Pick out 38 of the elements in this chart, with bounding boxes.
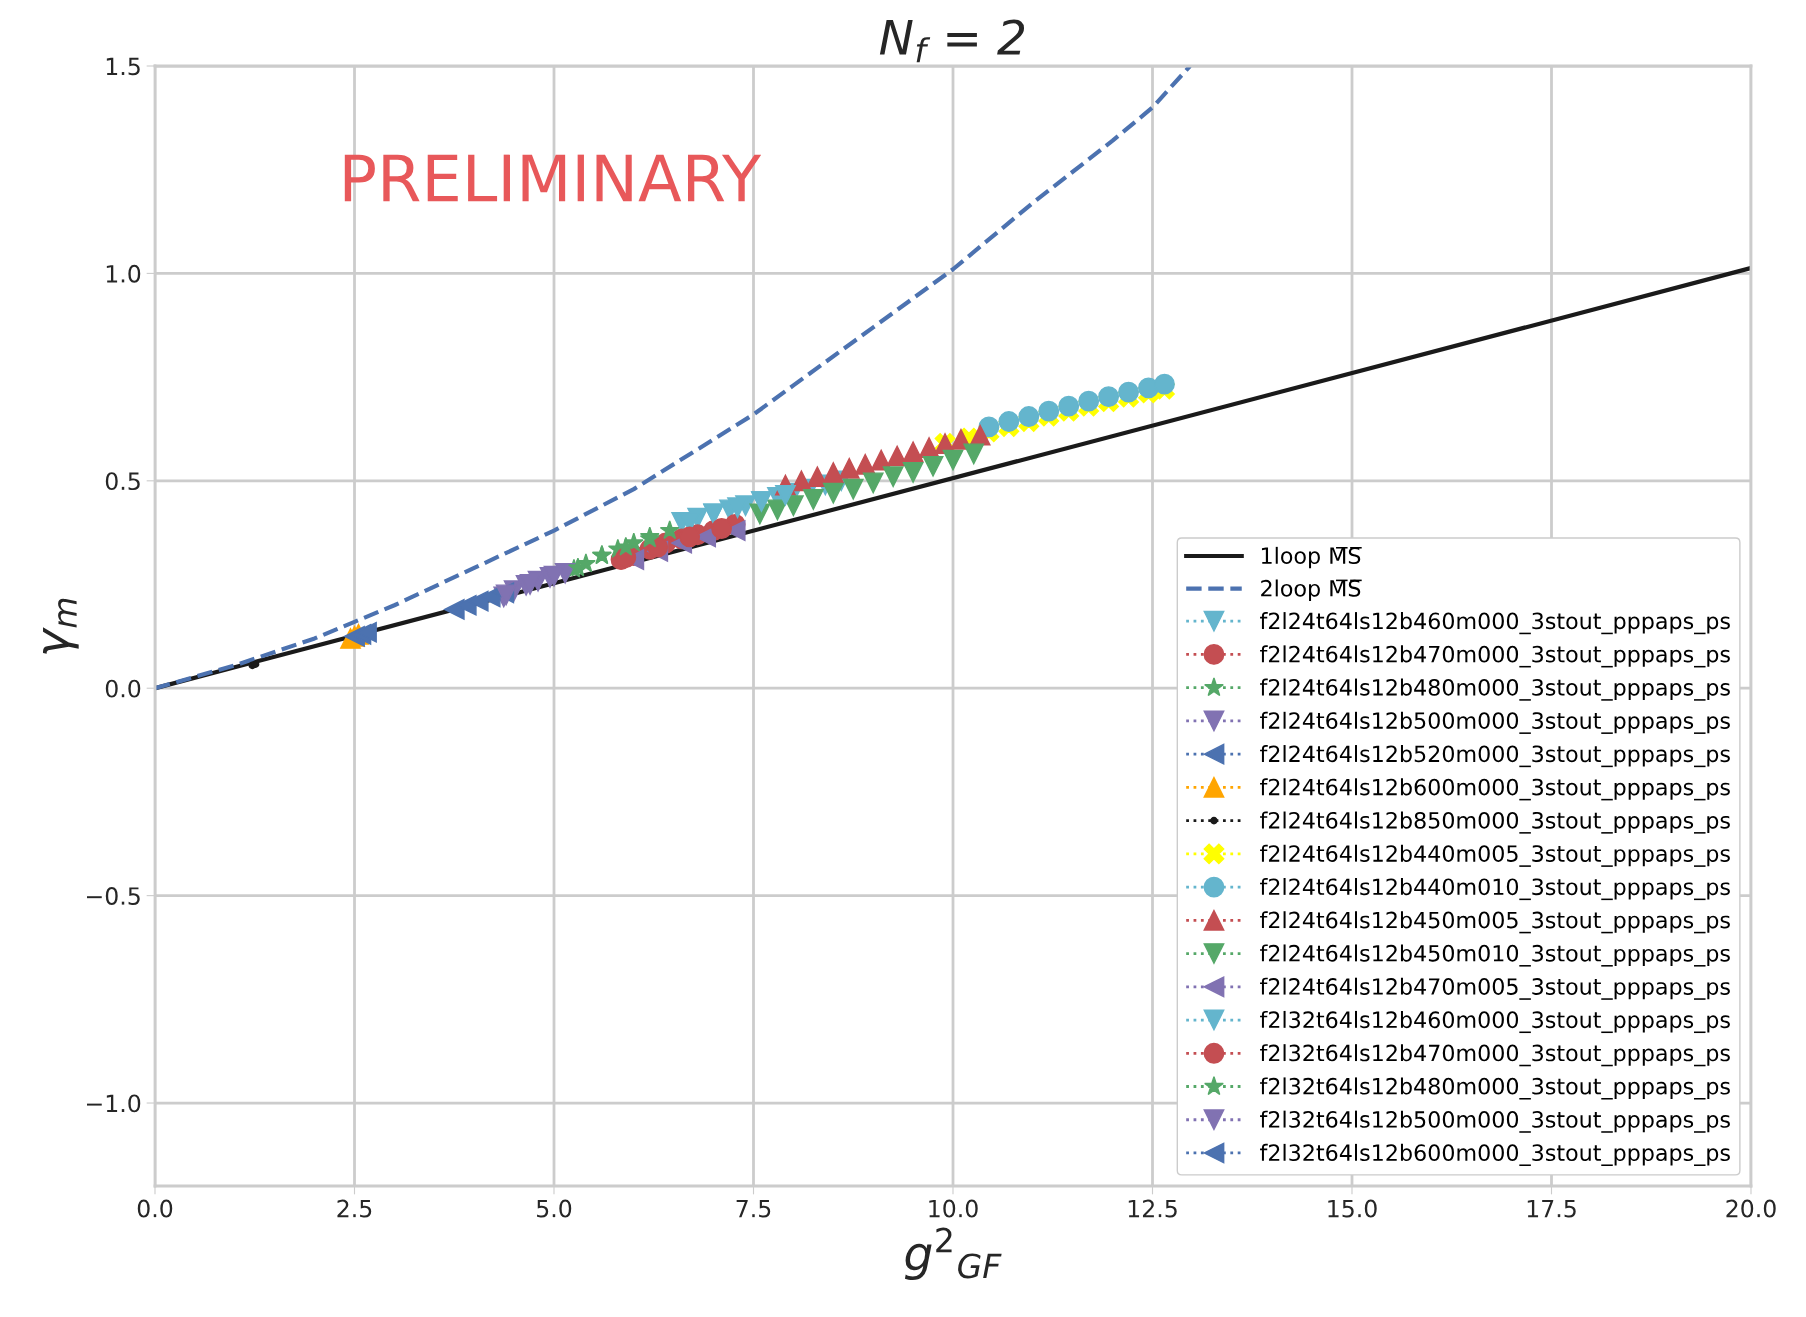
legend-label: f2l24t64ls12b450m005_3stout_pppaps_ps bbox=[1260, 911, 1730, 934]
legend-label: f2l32t64ls12b500m000_3stout_pppaps_ps bbox=[1260, 1110, 1730, 1133]
y-tick-label: 0.5 bbox=[105, 472, 140, 491]
x-tick-label: 15.0 bbox=[1328, 1199, 1377, 1218]
legend-label: f2l24t64ls12b450m010_3stout_pppaps_ps bbox=[1260, 944, 1730, 967]
chart-title: N$_{f}$ = 2 bbox=[879, 19, 1025, 63]
legend-label: f2l24t64ls12b600m000_3stout_pppaps_ps bbox=[1260, 778, 1730, 801]
legend-label: f2l24t64ls12b500m000_3stout_pppaps_ps bbox=[1260, 711, 1730, 734]
y-tick-label: −0.5 bbox=[86, 887, 140, 905]
legend-label: f2l32t64ls12b470m000_3stout_pppaps_ps bbox=[1260, 1044, 1730, 1067]
y-axis-title: γ$_{m}$ bbox=[43, 598, 79, 654]
legend-label: f2l24t64ls12b850m000_3stout_pppaps_ps bbox=[1260, 811, 1730, 834]
x-axis-title: g$^{2}$$_{GF}$ bbox=[904, 1227, 1002, 1281]
y-tick-label: 1.5 bbox=[106, 57, 140, 76]
legend-label: f2l32t64ls12b460m000_3stout_pppaps_ps bbox=[1260, 1010, 1730, 1034]
x-tick-label: 12.5 bbox=[1128, 1199, 1177, 1218]
legend-label: f2l32t64ls12b600m000_3stout_pppaps_ps bbox=[1260, 1143, 1730, 1166]
legend-label: f2l24t64ls12b440m010_3stout_pppaps_ps bbox=[1260, 877, 1730, 901]
y-tick-label: 0.0 bbox=[105, 679, 141, 698]
x-tick-label: 10.0 bbox=[929, 1199, 978, 1218]
x-tick-label: 5.0 bbox=[537, 1199, 572, 1218]
legend-label: f2l24t64ls12b520m000_3stout_pppaps_ps bbox=[1260, 745, 1730, 768]
legend-label: f2l24t64ls12b460m000_3stout_pppaps_ps bbox=[1260, 612, 1730, 635]
legend-label: 1loop M̅S̅ bbox=[1261, 546, 1362, 569]
x-tick-label: 2.5 bbox=[337, 1199, 372, 1218]
x-tick-label: 17.5 bbox=[1527, 1199, 1576, 1218]
legend-label: f2l24t64ls12b440m005_3stout_pppaps_ps bbox=[1260, 844, 1730, 867]
y-tick-label: 1.0 bbox=[106, 264, 141, 283]
legend-label: f2l24t64ls12b470m005_3stout_pppaps_ps bbox=[1260, 977, 1730, 1000]
x-tick-label: 7.5 bbox=[736, 1199, 771, 1218]
legend-label: f2l24t64ls12b470m000_3stout_pppaps_ps bbox=[1260, 645, 1730, 668]
legend-label: f2l24t64ls12b480m000_3stout_pppaps_ps bbox=[1260, 678, 1730, 701]
x-tick-label: 20.0 bbox=[1726, 1199, 1776, 1218]
legend-label: f2l32t64ls12b480m000_3stout_pppaps_ps bbox=[1260, 1077, 1730, 1100]
legend-label: 2loop M̅S̅ bbox=[1261, 579, 1362, 601]
annotation: PRELIMINARY bbox=[344, 154, 762, 202]
x-tick-label: 0.0 bbox=[137, 1199, 173, 1218]
y-tick-label: −1.0 bbox=[86, 1094, 141, 1113]
